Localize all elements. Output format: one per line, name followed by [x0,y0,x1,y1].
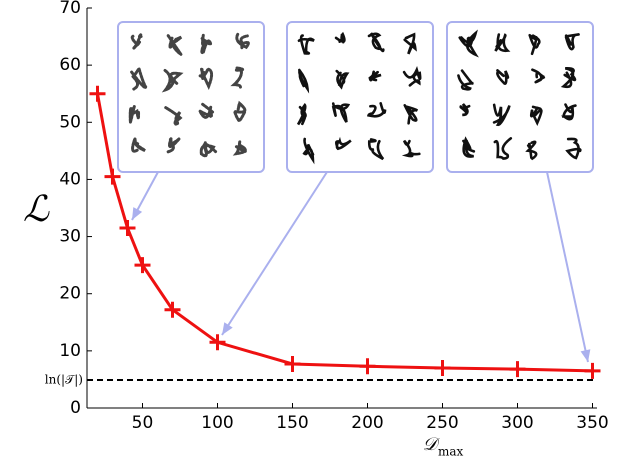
inset-digit [297,34,315,55]
data-point [134,257,151,274]
data-point [584,362,601,379]
inset-digit [402,66,422,87]
y-tick-label: 50 [59,112,81,132]
inset-arrowhead [132,207,143,220]
data-point [434,360,451,376]
data-point [284,356,301,372]
inset-digit [166,34,183,56]
inset-digit [198,67,214,91]
inset-digit [403,32,417,55]
data-point [164,301,181,318]
x-tick-label: 300 [501,413,533,433]
y-tick-label: 40 [59,169,81,189]
inset-arrowhead [580,349,591,362]
inset-frame [117,21,265,173]
inset-digit [199,33,213,55]
inset-digit [196,102,215,119]
insets [117,21,594,363]
data-point [89,85,106,102]
inset-digit [296,102,307,126]
inset-digit [130,33,143,50]
x-tick-label: 150 [276,413,308,433]
inset-digit [564,33,580,51]
inset-digit [560,103,577,121]
y-tick-label: 0 [70,398,81,418]
inset-digit [366,102,387,118]
inset-arrow [546,171,589,363]
x-tick-label: 50 [132,413,154,433]
inset-arrowhead [222,322,233,335]
y-tick-label: 70 [59,0,81,18]
inset-digit [367,32,385,53]
x-tick-label: 100 [201,413,233,433]
inset-frame [286,21,434,173]
x-tick-label: 250 [426,413,458,433]
data-point [119,220,136,236]
y-axis-label: ℒ [23,189,50,230]
inset-digit [130,64,148,91]
inset-digit [560,66,577,89]
inset-frame [446,21,594,173]
inset-digit [403,104,419,125]
inset-digit [462,136,476,158]
inset-digit [232,140,247,156]
inset-digit [529,105,543,127]
x-axis-label-sub: max [438,445,464,459]
inset-digit [458,103,471,117]
inset-digit [531,68,546,84]
inset-digit [199,141,218,158]
inset-digit [565,137,582,160]
inset-digit [164,106,183,126]
inset-digit [401,139,421,158]
inset-digit [128,105,141,123]
inset-digit [493,137,513,160]
data-point [359,358,376,375]
y-tick-label: 60 [59,55,81,75]
y-tick-label: 20 [59,284,81,304]
inset-digit [458,29,479,58]
y-tick-label: 10 [59,341,81,361]
inset-digit [235,32,250,50]
inset-digit [525,140,538,161]
inset-digit [131,138,146,153]
inset-digit [457,69,474,91]
inset-digit [335,136,352,151]
inset-digit [496,69,510,85]
inset-digit [161,68,184,93]
inset-digit [334,31,346,44]
inset-digit [368,70,382,82]
reference-label: ln(|𝒯|) [45,373,83,387]
inset-digit [298,68,310,94]
data-point [509,361,526,378]
x-tick-label: 200 [351,413,383,433]
inset-digit [494,33,511,53]
data-point [209,334,226,351]
inset-digit [232,100,247,122]
inset-digit [166,137,181,154]
inset-digit [302,137,315,165]
inset-digit [335,69,350,90]
inset-digit [492,103,511,127]
inset-arrow [221,171,328,336]
inset-digit [528,33,541,56]
x-tick-label: 350 [576,413,608,433]
inset-digit [331,102,351,123]
data-point [104,168,121,185]
y-tick-label: 30 [59,227,81,247]
inset-digit [367,138,385,161]
inset-digit [230,66,245,90]
x-axis-label: 𝒟 [423,434,441,455]
